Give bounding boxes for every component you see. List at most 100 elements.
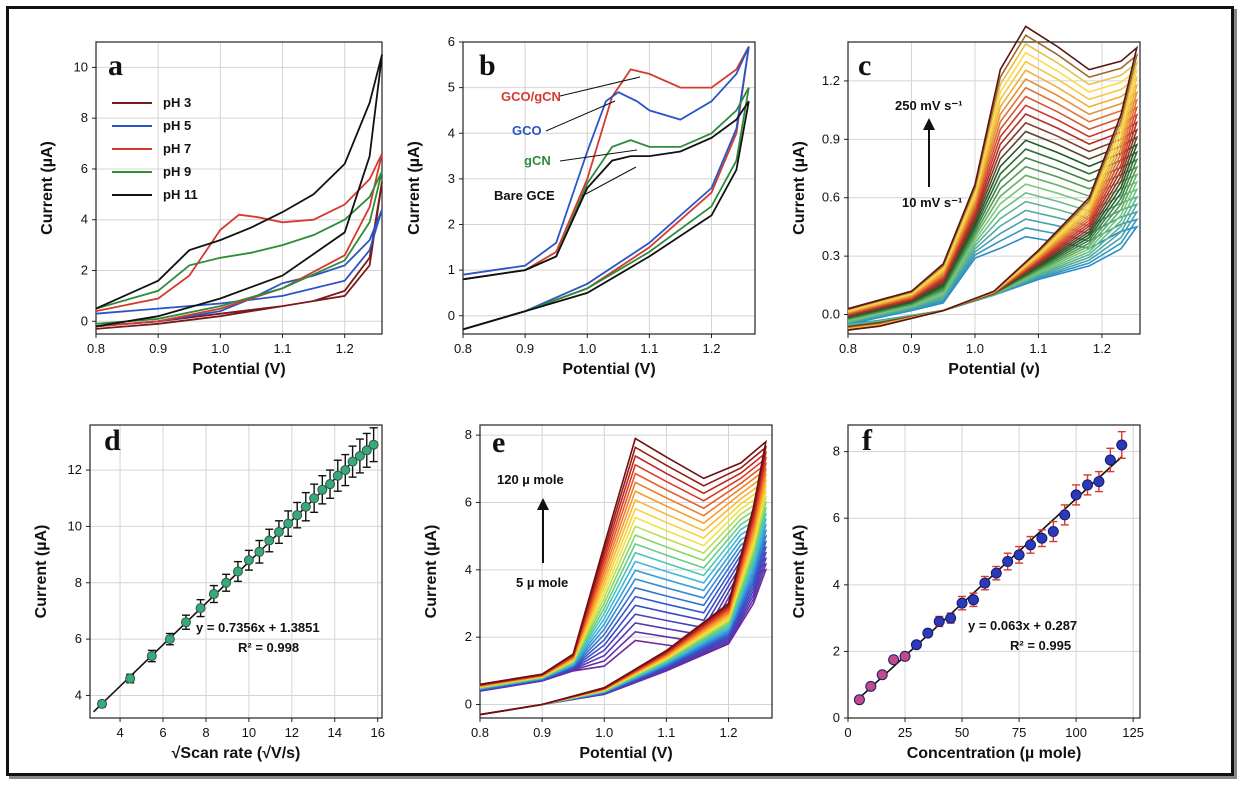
plot-border: [95, 41, 383, 335]
data-point: [910, 639, 922, 651]
y-tick-label: 4: [81, 212, 88, 227]
annotation-arrow: [545, 100, 616, 132]
data-point: [347, 456, 358, 467]
family-label-top: 250 mV s⁻¹: [895, 98, 963, 113]
data-point: [221, 577, 232, 588]
x-axis-title: Potential (V): [579, 745, 672, 762]
series-line: [462, 46, 750, 331]
y-tick-label: 1.2: [822, 73, 840, 88]
y-tick-label: 6: [465, 494, 472, 509]
data-point: [208, 589, 219, 600]
legend-label: pH 5: [163, 118, 191, 133]
series-line: [95, 54, 383, 328]
y-tick-label: 10: [74, 59, 88, 74]
y-tick-label: 8: [833, 444, 840, 459]
x-tick-label: 1.0: [211, 341, 229, 356]
data-point: [317, 484, 328, 495]
x-tick-label: 1.0: [578, 341, 596, 356]
data-point: [956, 597, 968, 609]
data-point: [254, 546, 265, 557]
data-point: [922, 627, 934, 639]
x-tick-label: 100: [1065, 725, 1087, 740]
legend-label: pH 9: [163, 164, 191, 179]
increase-arrowhead: [537, 498, 549, 510]
series-line: [462, 46, 750, 331]
y-tick-label: 0: [833, 710, 840, 725]
data-point: [232, 566, 243, 577]
data-point: [1025, 539, 1036, 551]
data-point: [933, 615, 945, 627]
x-tick-label: 8: [202, 725, 209, 740]
x-tick-label: 6: [159, 725, 166, 740]
panel-letter: d: [104, 424, 121, 457]
data-point: [899, 650, 911, 662]
data-point: [97, 698, 108, 709]
y-tick-label: 4: [448, 125, 455, 140]
data-point: [340, 465, 351, 476]
y-axis-title: Current (µA): [406, 141, 423, 235]
x-tick-label: 0.9: [516, 341, 534, 356]
x-tick-label: 16: [370, 725, 384, 740]
legend-label: pH 7: [163, 141, 191, 156]
x-tick-label: 14: [328, 725, 342, 740]
data-point: [125, 673, 136, 684]
plot-border: [89, 424, 383, 719]
x-axis-title: Potential (V): [192, 361, 285, 378]
fit-r2: R² = 0.998: [238, 640, 299, 655]
y-tick-label: 6: [448, 34, 455, 49]
x-tick-label: 0.9: [533, 725, 551, 740]
x-tick-label: 125: [1122, 725, 1144, 740]
data-point: [361, 445, 372, 456]
y-tick-label: 6: [75, 631, 82, 646]
data-point: [967, 594, 979, 606]
x-tick-label: 0.9: [149, 341, 167, 356]
curve-annotation: GCO/gCN: [501, 89, 561, 104]
x-tick-label: 1.1: [640, 341, 658, 356]
curve-annotation: GCO: [512, 123, 542, 138]
y-axis-title: Current (µA): [791, 525, 808, 619]
family-label-top: 120 µ mole: [497, 472, 564, 487]
fit-r2: R² = 0.995: [1010, 638, 1071, 653]
cv-curve: [847, 25, 1139, 331]
panel-letter: a: [108, 49, 123, 82]
plot-border: [847, 41, 1141, 335]
chart-panel-f: 0 25 50 75 100 125 0 2 4 6 8 Concentration (µ mole)…: [791, 424, 1144, 762]
y-axis-title: Current (µA): [33, 525, 50, 619]
plot-area: [463, 42, 755, 334]
increase-arrowhead: [923, 118, 935, 130]
x-tick-label: 4: [116, 725, 123, 740]
y-tick-label: 8: [75, 575, 82, 590]
y-tick-label: 6: [81, 161, 88, 176]
data-point: [325, 479, 336, 490]
curve-annotation: Bare GCE: [494, 188, 555, 203]
series-line: [95, 181, 383, 330]
chart-panel-d: 4 6 8 10 12 14 16 4 6 8 10 12 √Scan rate (√V/s) Curre…: [33, 424, 385, 762]
x-axis-title: √Scan rate (√V/s): [172, 745, 301, 762]
legend-label: pH 11: [163, 187, 198, 202]
y-tick-label: 10: [68, 518, 82, 533]
y-tick-label: 1: [448, 262, 455, 277]
x-tick-label: 1.0: [966, 341, 984, 356]
chart-panel-b: 0.8 0.9 1.0 1.1 1.2 0 1 2 3 4 5 6 Potential (V) Curre…: [406, 34, 756, 378]
x-tick-label: 0.8: [454, 341, 472, 356]
x-tick-label: 1.1: [657, 725, 675, 740]
series-line: [95, 171, 383, 325]
data-point: [853, 694, 865, 706]
chart-panel-c: 0.8 0.9 1.0 1.1 1.2 0.0 0.3 0.6 0.9 1.2 Potential …: [791, 25, 1141, 378]
y-tick-label: 2: [833, 643, 840, 658]
y-tick-label: 0: [81, 313, 88, 328]
y-tick-label: 0.6: [822, 190, 840, 205]
family-label-bottom: 5 µ mole: [516, 575, 568, 590]
x-tick-label: 0: [844, 725, 851, 740]
x-tick-label: 0.8: [87, 341, 105, 356]
y-tick-label: 4: [833, 577, 840, 592]
data-point: [979, 577, 991, 589]
y-axis-title: Current (µA): [791, 141, 808, 235]
curve-annotation: gCN: [524, 153, 551, 168]
plot-border: [847, 424, 1141, 719]
chart-panel-e: 0.8 0.9 1.0 1.1 1.2 0 2 4 6 8 Potential (V) Current…: [423, 424, 773, 762]
data-point: [264, 535, 275, 546]
panel-letter: f: [862, 424, 873, 457]
x-tick-label: 0.9: [902, 341, 920, 356]
x-tick-label: 1.2: [702, 341, 720, 356]
